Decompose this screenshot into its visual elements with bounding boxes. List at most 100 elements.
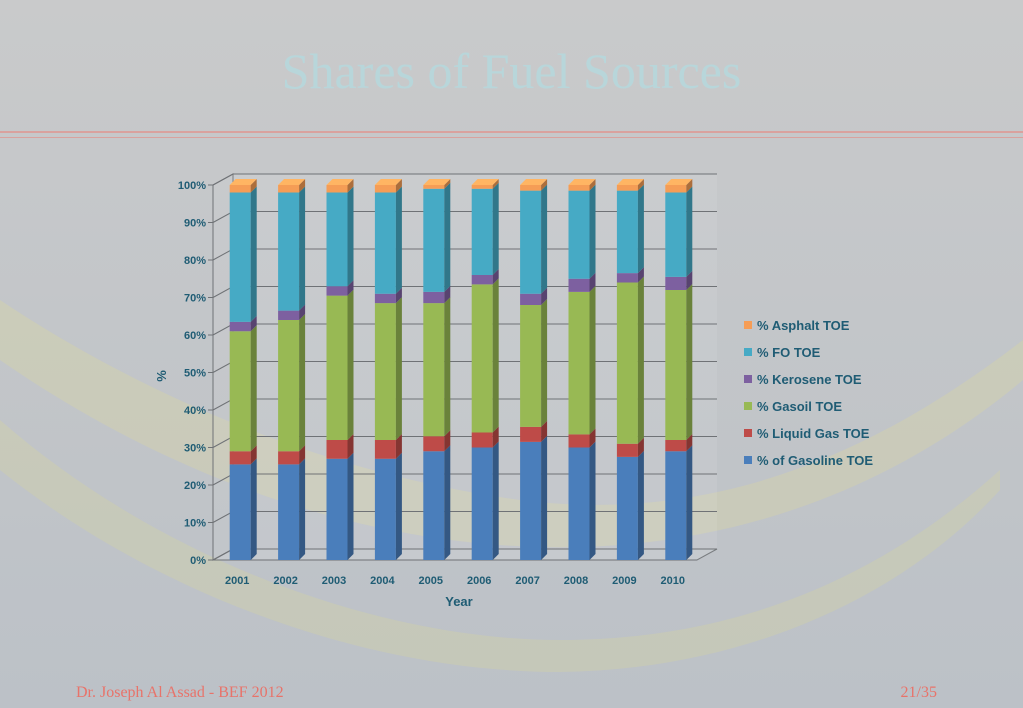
bar-front xyxy=(278,464,300,560)
legend-label: % FO TOE xyxy=(757,345,821,360)
bar-segment xyxy=(616,276,644,444)
bar-front xyxy=(665,440,687,452)
bar-segment xyxy=(423,445,451,560)
legend-label: % of Gasoline TOE xyxy=(757,453,873,468)
bar-front xyxy=(423,451,445,560)
bar-side xyxy=(444,285,451,304)
bar-segment xyxy=(616,437,644,457)
bar-side xyxy=(444,182,451,292)
bar-segment xyxy=(229,458,257,560)
bar-side xyxy=(444,445,451,560)
y-tick-label: 50% xyxy=(184,368,206,380)
bar-side xyxy=(589,184,596,279)
bar-segment xyxy=(374,434,402,459)
bar-segment xyxy=(374,297,402,440)
bar-side xyxy=(492,426,499,448)
legend-label: % Kerosene TOE xyxy=(757,372,862,387)
bar-side xyxy=(589,179,596,191)
bar-side xyxy=(492,441,499,560)
bar-side xyxy=(637,267,644,283)
bar-segment xyxy=(423,285,451,304)
bar-side xyxy=(686,284,693,440)
y-tick-label: 70% xyxy=(184,293,206,305)
bar-segment xyxy=(665,445,693,560)
bar-side xyxy=(541,420,548,442)
bar-front xyxy=(520,305,542,427)
bar-segment xyxy=(471,441,499,560)
bar-side xyxy=(395,452,402,560)
y-tick-label: 90% xyxy=(184,218,206,230)
y-tick-label: 10% xyxy=(184,518,206,530)
bar-segment xyxy=(423,430,451,452)
bar-front xyxy=(568,190,590,279)
bar-front xyxy=(520,441,542,560)
bar-front xyxy=(616,456,638,560)
bar-front xyxy=(568,447,590,560)
x-tick-label: 2004 xyxy=(370,575,395,587)
bar-segment xyxy=(374,452,402,560)
y-tick-label: 20% xyxy=(184,480,206,492)
bar-front xyxy=(471,447,493,560)
bar-segment xyxy=(568,285,596,435)
y-tick-label: 100% xyxy=(178,180,206,192)
bar-front xyxy=(616,185,638,191)
bar-segment xyxy=(229,179,257,193)
bar-side xyxy=(444,179,451,189)
bar-front xyxy=(374,440,396,459)
bar-segment xyxy=(568,184,596,279)
bar-top xyxy=(568,179,596,185)
legend-swatch xyxy=(744,321,752,329)
bar-side xyxy=(299,179,306,193)
bar-side xyxy=(347,434,354,459)
bar-segment xyxy=(423,182,451,292)
bar-side xyxy=(347,179,354,193)
bar-segment xyxy=(326,179,354,193)
x-tick-label: 2005 xyxy=(419,575,443,587)
bar-side xyxy=(250,186,257,322)
bar-segment xyxy=(616,184,644,274)
bar-front xyxy=(616,190,638,274)
bar-front xyxy=(568,291,590,435)
bar-side xyxy=(541,299,548,427)
bar-front xyxy=(616,282,638,444)
bar-front xyxy=(229,464,251,560)
bar-front xyxy=(568,278,590,292)
bar-front xyxy=(278,192,300,311)
bar-segment xyxy=(326,280,354,296)
legend-item: % of Gasoline TOE xyxy=(744,453,873,468)
gridline xyxy=(212,173,717,186)
y-tick-label: 40% xyxy=(184,405,206,417)
bar-top xyxy=(374,179,402,185)
bar-segment xyxy=(471,278,499,433)
y-axis-title: % xyxy=(154,370,169,382)
bar-segment xyxy=(374,287,402,304)
y-tick-label: 0% xyxy=(190,555,206,567)
bar-front xyxy=(326,458,348,560)
bar-side xyxy=(492,278,499,433)
bar-front xyxy=(568,185,590,191)
bar-segment xyxy=(616,267,644,283)
legend-label: % Gasoil TOE xyxy=(757,399,842,414)
legend-label: % Asphalt TOE xyxy=(757,318,850,333)
bar-segment xyxy=(278,304,306,320)
bar-segment xyxy=(471,426,499,448)
bar-side xyxy=(347,186,354,287)
bar-side xyxy=(492,269,499,285)
bar-top xyxy=(471,179,499,185)
bar-top xyxy=(423,179,451,185)
x-axis-title: Year xyxy=(445,594,472,609)
title-divider xyxy=(0,131,1023,133)
y-tick-label: 60% xyxy=(184,330,206,342)
bar-side xyxy=(589,428,596,448)
bar-segment xyxy=(520,287,548,305)
legend-item: % Liquid Gas TOE xyxy=(744,426,870,441)
bar-segment xyxy=(229,186,257,322)
legend-swatch xyxy=(744,456,752,464)
bar-side xyxy=(637,179,644,191)
bar-side xyxy=(250,315,257,332)
bar-front xyxy=(423,185,445,189)
bar-front xyxy=(374,303,396,440)
bar-segment xyxy=(568,428,596,448)
bar-front xyxy=(616,443,638,457)
bar-side xyxy=(541,287,548,305)
